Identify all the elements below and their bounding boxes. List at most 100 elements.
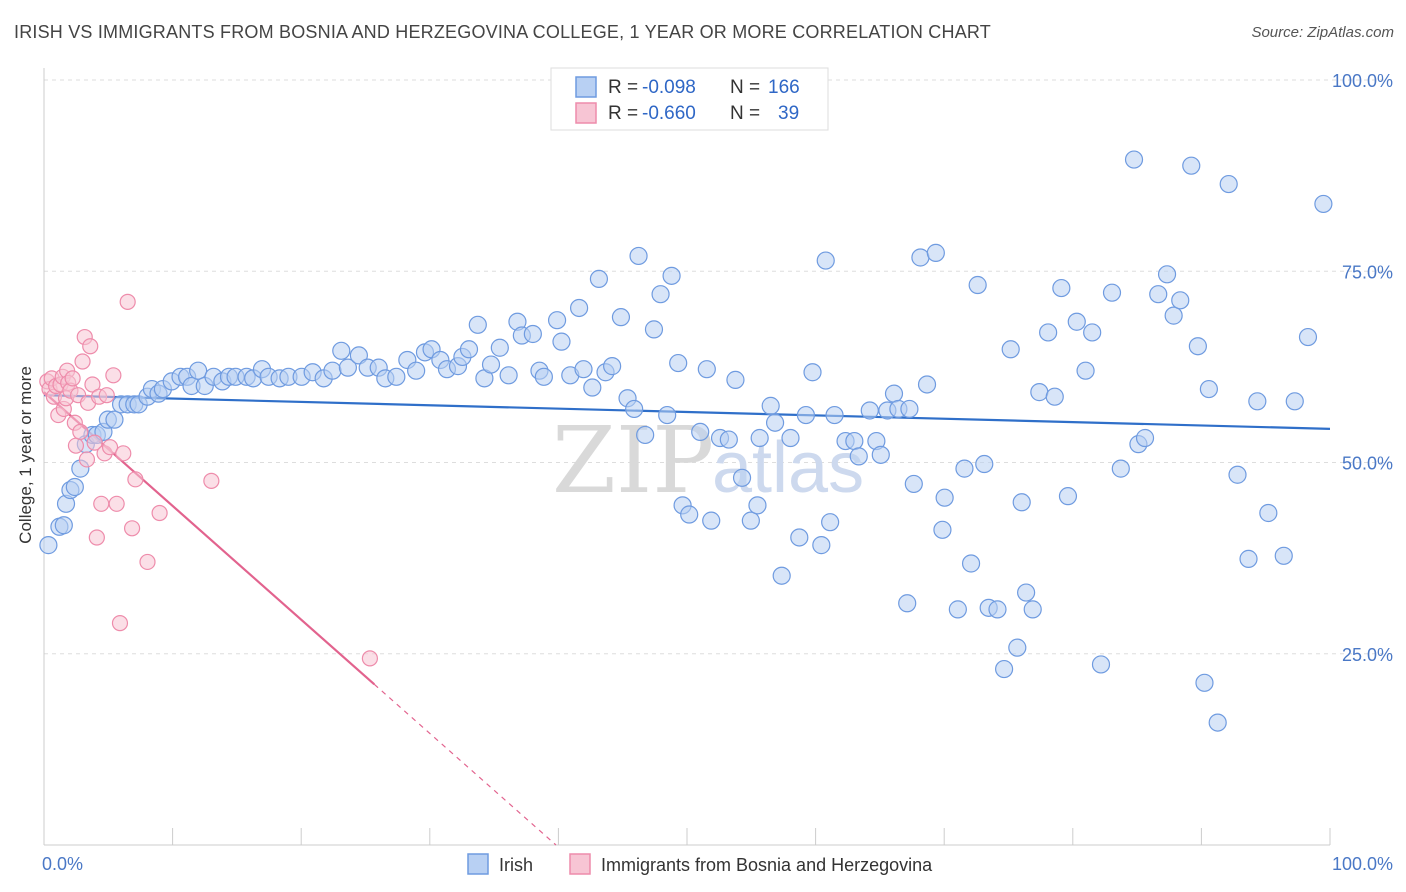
bosnia-point xyxy=(64,370,81,387)
irish-point xyxy=(781,428,800,448)
irish-point xyxy=(765,413,785,432)
irish-point xyxy=(750,428,769,448)
bottom-legend-irish-label: Irish xyxy=(499,855,533,875)
irish-point xyxy=(994,659,1014,679)
irish-point xyxy=(821,513,840,532)
x-tick-label-min: 0.0% xyxy=(42,854,83,874)
bosnia-point xyxy=(111,615,129,632)
irish-point xyxy=(871,445,890,464)
legend-bosnia-r-value: -0.660 xyxy=(642,103,696,124)
irish-point xyxy=(1259,503,1278,523)
correlation-legend: R = -0.098 N = 166 R = -0.660 N = 39 xyxy=(550,67,829,131)
legend-bosnia-n-value: 39 xyxy=(778,103,799,124)
irish-point xyxy=(1228,465,1247,484)
irish-point xyxy=(651,285,670,304)
irish-point xyxy=(1023,600,1042,619)
irish-point xyxy=(955,459,974,478)
irish-point xyxy=(719,430,738,449)
irish-point xyxy=(1091,655,1111,674)
irish-point xyxy=(349,346,368,365)
bosnia-point xyxy=(108,495,125,512)
irish-point xyxy=(54,516,73,535)
irish-point xyxy=(933,520,952,539)
irish-point xyxy=(796,405,816,425)
irish-point xyxy=(1001,340,1020,359)
irish-point xyxy=(904,474,923,494)
irish-point xyxy=(911,248,930,267)
bosnia-point xyxy=(101,439,119,456)
irish-point xyxy=(975,454,994,474)
irish-point xyxy=(332,341,351,360)
irish-point xyxy=(1239,549,1258,568)
irish-point xyxy=(691,422,710,441)
bosnia-point xyxy=(67,437,85,454)
irish-point xyxy=(387,367,406,386)
bosnia-point xyxy=(105,367,122,384)
bosnia-point xyxy=(88,529,105,546)
irish-point xyxy=(1171,291,1190,310)
irish-point xyxy=(407,361,426,380)
legend-irish-r-label: R = xyxy=(608,77,638,98)
legend-irish-n-label: N = xyxy=(730,77,760,98)
bottom-legend-irish-swatch xyxy=(467,853,489,875)
bosnia-point xyxy=(151,504,168,522)
irish-point xyxy=(338,358,357,377)
irish-point xyxy=(625,399,644,419)
irish-point xyxy=(1111,459,1130,478)
irish-point xyxy=(459,340,479,359)
irish-point xyxy=(499,366,518,385)
bosnia-point xyxy=(98,387,115,404)
bosnia-point xyxy=(93,495,110,512)
irish-point xyxy=(761,396,780,415)
irish-point xyxy=(726,370,745,389)
irish-point xyxy=(702,511,721,530)
irish-point xyxy=(589,269,609,288)
irish-point xyxy=(968,275,987,295)
irish-point xyxy=(1067,312,1086,331)
irish-point xyxy=(534,367,553,386)
bosnia-point xyxy=(86,434,103,451)
legend-bosnia-swatch xyxy=(575,102,597,124)
irish-point xyxy=(662,266,681,285)
bosnia-point xyxy=(115,445,132,462)
irish-point xyxy=(860,401,879,420)
irish-point xyxy=(1017,583,1036,602)
chart-source: Source: ZipAtlas.com xyxy=(1251,24,1394,41)
bosnia-point xyxy=(82,338,99,355)
irish-point xyxy=(574,360,593,379)
irish-point xyxy=(1195,673,1214,692)
irish-point xyxy=(1076,361,1095,380)
irish-point xyxy=(1045,387,1064,406)
irish-point xyxy=(583,378,602,397)
irish-point xyxy=(697,360,716,379)
chart-title: IRISH VS IMMIGRANTS FROM BOSNIA AND HERZ… xyxy=(14,22,991,42)
bosnia-trend-line-extension xyxy=(373,683,557,846)
irish-point xyxy=(65,477,84,497)
legend-bosnia-n-label: N = xyxy=(730,103,760,124)
irish-point xyxy=(1208,713,1227,732)
bosnia-point xyxy=(119,293,136,310)
irish-point xyxy=(1102,283,1122,302)
irish-point xyxy=(884,384,904,403)
irish-point xyxy=(1164,306,1183,325)
irish-point xyxy=(1274,546,1293,565)
irish-point xyxy=(1188,337,1207,356)
y-tick-label: 75.0% xyxy=(1342,262,1393,282)
irish-point xyxy=(825,405,844,425)
bosnia-point xyxy=(84,376,101,393)
irish-point xyxy=(468,315,487,334)
irish-point xyxy=(948,600,967,619)
irish-point xyxy=(323,361,342,380)
y-tick-label: 50.0% xyxy=(1342,454,1393,474)
legend-bosnia-r-label: R = xyxy=(608,103,638,124)
irish-point xyxy=(917,375,937,394)
irish-point xyxy=(105,410,124,429)
irish-point xyxy=(629,246,648,266)
y-tick-label: 25.0% xyxy=(1342,645,1393,665)
irish-point xyxy=(669,353,688,373)
irish-point xyxy=(900,399,919,419)
irish-point xyxy=(644,320,664,339)
legend-irish-r-value: -0.098 xyxy=(642,77,696,98)
irish-point xyxy=(1052,278,1071,298)
